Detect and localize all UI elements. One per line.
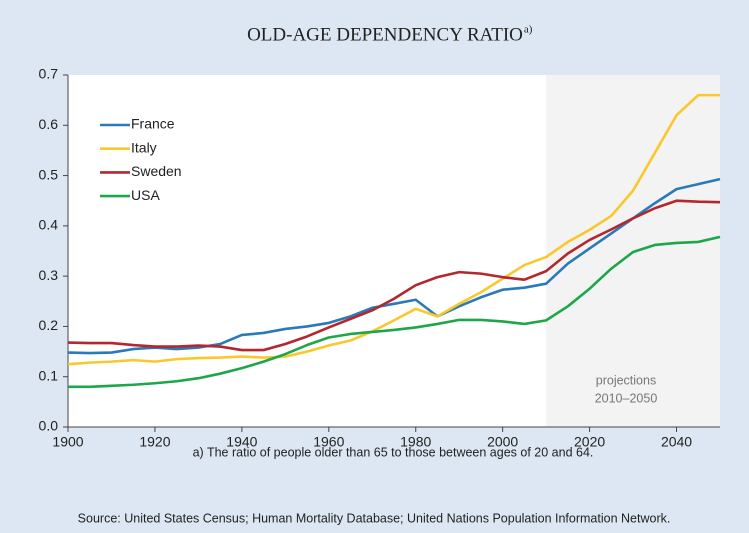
chart-title: OLD-AGE DEPENDENCY RATIO xyxy=(247,24,523,45)
legend-label: USA xyxy=(131,187,160,203)
y-tick-label: 0.3 xyxy=(39,267,59,283)
y-tick-label: 0.0 xyxy=(39,418,59,434)
x-tick-label: 1920 xyxy=(139,434,170,450)
x-tick-label: 1900 xyxy=(52,434,83,450)
y-tick-label: 0.1 xyxy=(39,367,59,383)
legend-label: France xyxy=(131,116,175,132)
line xyxy=(67,199,721,352)
line xyxy=(68,235,721,389)
line xyxy=(67,177,721,355)
x-tick-label: 2020 xyxy=(574,434,605,450)
projection-label: projections xyxy=(596,373,656,387)
y-tick-label: 0.6 xyxy=(39,116,59,132)
x-tick-label: 2000 xyxy=(487,434,518,450)
line xyxy=(67,93,720,366)
x-tick-label: 1940 xyxy=(226,434,257,450)
y-tick-label: 0.4 xyxy=(39,217,59,233)
source: Source: United States Census; Human Mort… xyxy=(78,511,671,525)
x-tick-label: 1960 xyxy=(313,434,344,450)
y-tick-label: 0.2 xyxy=(39,317,59,333)
footnote: a) The ratio of people older than 65 to … xyxy=(193,445,594,459)
x-tick-label: 1980 xyxy=(400,434,431,450)
y-tick-label: 0.7 xyxy=(39,66,59,82)
title-note: a) xyxy=(524,24,533,36)
legend-label: Sweden xyxy=(131,163,182,179)
legend-label: Italy xyxy=(131,139,157,155)
x-tick-label: 2040 xyxy=(661,434,692,450)
y-tick-label: 0.5 xyxy=(39,166,59,182)
projection-label: 2010–2050 xyxy=(595,391,658,405)
